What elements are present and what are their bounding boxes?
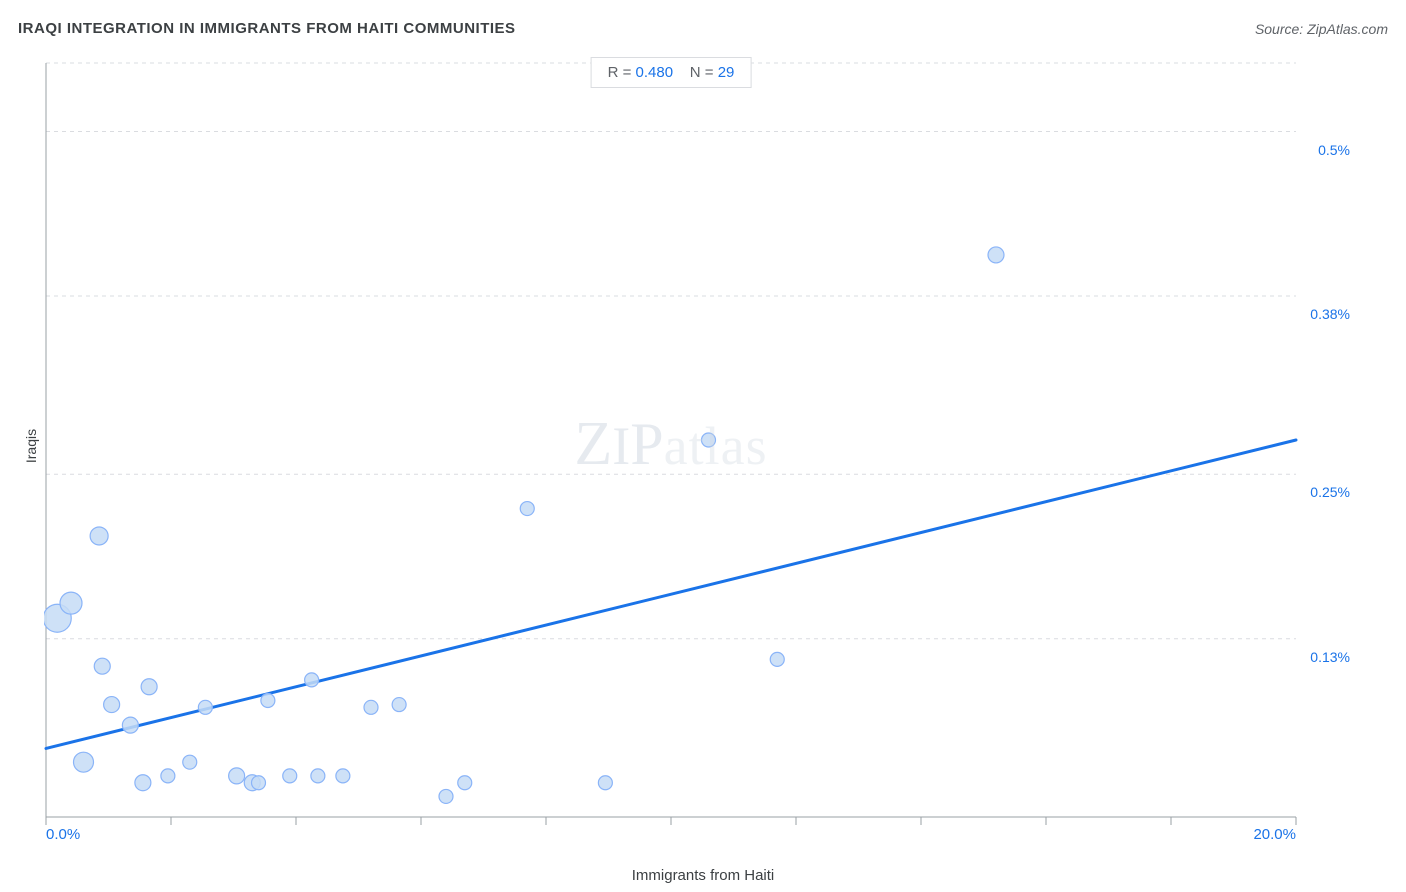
x-axis-label: Immigrants from Haiti	[632, 867, 775, 884]
y-axis-label: Iraqis	[23, 429, 39, 463]
chart-source: Source: ZipAtlas.com	[1255, 21, 1388, 37]
y-tick-label: 0.25%	[1310, 484, 1350, 500]
watermark: ZIPatlas	[574, 409, 767, 480]
r-value: 0.480	[636, 64, 674, 81]
x-tick-label: 20.0%	[1253, 826, 1296, 843]
y-tick-label: 0.38%	[1310, 306, 1350, 322]
chart-title: IRAQI INTEGRATION IN IMMIGRANTS FROM HAI…	[18, 20, 516, 37]
n-label: N =	[690, 64, 714, 81]
n-value: 29	[718, 64, 735, 81]
r-label: R =	[608, 64, 632, 81]
x-tick-label: 0.0%	[46, 826, 80, 843]
y-tick-label: 0.13%	[1310, 649, 1350, 665]
stats-box: R = 0.480 N = 29	[591, 57, 752, 88]
plot-area: ZIPatlas R = 0.480 N = 29	[44, 55, 1298, 845]
y-tick-label: 0.5%	[1318, 142, 1350, 158]
